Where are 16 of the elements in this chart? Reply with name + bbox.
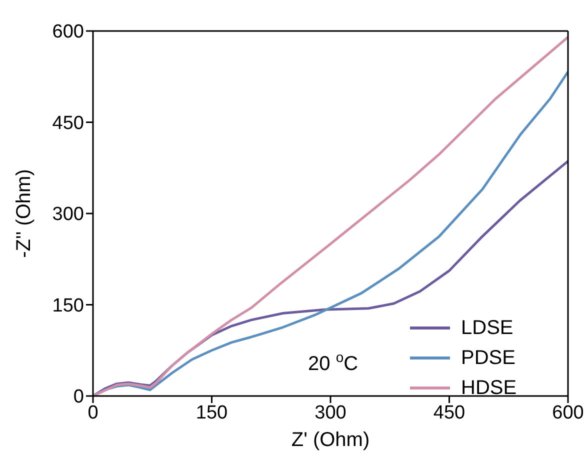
legend-label: PDSE — [461, 346, 516, 370]
x-tick-label: 0 — [88, 402, 98, 424]
legend-label: LDSE — [461, 316, 514, 340]
x-tick-label: 450 — [433, 402, 466, 424]
y-tick-label: 150 — [52, 295, 84, 316]
y-tick-label: 600 — [52, 22, 84, 43]
y-axis-title: -Z'' (Ohm) — [13, 169, 36, 258]
y-tick-label: 0 — [73, 386, 84, 408]
x-tick-label: 300 — [314, 402, 346, 424]
y-tick-label: 300 — [52, 204, 84, 226]
x-tick-label: 150 — [196, 402, 228, 424]
legend-label: HDSE — [461, 376, 517, 400]
x-tick-label: 600 — [552, 402, 584, 424]
y-tick-label: 450 — [52, 112, 84, 134]
x-axis-title: Z' (Ohm) — [291, 429, 370, 451]
annotation: 20 $^{o}$C — [308, 349, 358, 375]
